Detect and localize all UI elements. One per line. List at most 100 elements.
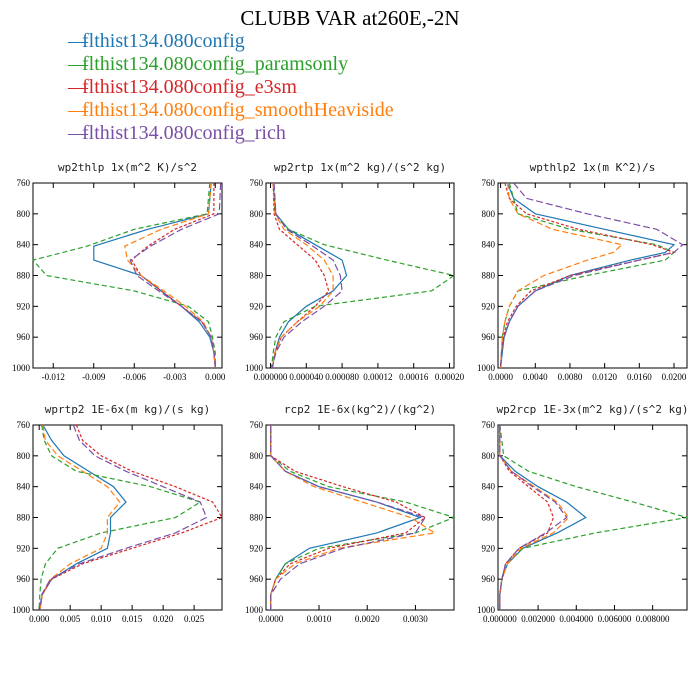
series-line	[270, 182, 456, 369]
y-tick-label: 800	[482, 451, 496, 461]
series-line	[38, 424, 202, 611]
plot-frame	[32, 182, 223, 369]
x-tick-label: 0.0020	[355, 614, 380, 624]
series-line	[129, 182, 222, 369]
y-tick-label: 920	[17, 543, 31, 553]
legend-entry: —flthist134.080config_rich	[68, 122, 394, 145]
x-tick-label: -0.003	[163, 372, 187, 382]
series-line	[124, 182, 216, 369]
legend-label: flthist134.080config_rich	[82, 122, 286, 144]
y-tick-label: 760	[17, 178, 31, 188]
x-tick-label: -0.006	[123, 372, 147, 382]
y-tick-label: 880	[482, 513, 496, 523]
y-tick-label: 1000	[12, 605, 31, 615]
plot-frame	[265, 424, 455, 611]
y-tick-label: 920	[482, 543, 496, 553]
y-tick-label: 840	[482, 240, 496, 250]
y-tick-label: 880	[17, 513, 31, 523]
x-tick-label: 0.006000	[598, 614, 632, 624]
y-tick-label: 840	[482, 482, 496, 492]
subplot: wp2rcp 1E-3x(m^2 kg)/(s^2 kg)760 800 840 88…	[477, 403, 689, 624]
y-tick-label: 960	[17, 332, 31, 342]
series-line	[39, 424, 127, 611]
legend-label: flthist134.080config_e3sm	[82, 76, 297, 98]
series-line	[93, 182, 216, 369]
y-tick-label: 840	[17, 240, 31, 250]
y-tick-label: 800	[482, 209, 496, 219]
x-tick-label: 0.000	[29, 614, 50, 624]
legend-entry: —flthist134.080config_e3sm	[68, 76, 394, 99]
series-line	[39, 424, 223, 611]
plot-frame	[265, 182, 455, 369]
series-line	[499, 425, 587, 610]
series-line	[271, 182, 348, 369]
y-tick-label: 760	[17, 420, 31, 430]
x-tick-label: 0.00020	[435, 372, 465, 382]
x-tick-label: 0.000080	[325, 372, 359, 382]
legend-entry: —flthist134.080config_paramsonly	[68, 53, 394, 76]
y-tick-label: 840	[17, 482, 31, 492]
y-tick-label: 760	[482, 178, 496, 188]
subplot-title: rcp2 1E-6x(kg^2)/(kg^2)	[284, 403, 436, 416]
y-tick-label: 1000	[245, 363, 264, 373]
legend: —flthist134.080config —flthist134.080con…	[68, 30, 394, 145]
x-tick-label: 0.0080	[558, 372, 583, 382]
series-line	[499, 425, 568, 610]
x-tick-label: 0.015	[122, 614, 143, 624]
subplot: wprtp2 1E-6x(m kg)/(s kg) 760 800 840 880 920…	[12, 403, 223, 624]
y-tick-label: 760	[250, 420, 264, 430]
x-tick-label: 0.0200	[662, 372, 687, 382]
y-tick-label: 800	[250, 209, 264, 219]
series-line	[270, 425, 423, 610]
x-tick-label: 0.0040	[523, 372, 548, 382]
legend-entry: —flthist134.080config_smoothHeaviside	[68, 99, 394, 122]
y-tick-label: 880	[17, 271, 31, 281]
y-tick-label: 920	[250, 301, 264, 311]
x-tick-label: 0.000	[205, 372, 226, 382]
y-tick-label: 920	[250, 543, 264, 553]
y-tick-label: 800	[17, 451, 31, 461]
x-tick-label: 0.000000	[483, 614, 517, 624]
y-tick-label: 1000	[245, 605, 264, 615]
x-tick-label: 0.020	[153, 614, 174, 624]
x-tick-label: 0.004000	[559, 614, 593, 624]
subplot: wp2rtp 1x(m^2 kg)/(s^2 kg) 760 800 840 880 92…	[245, 161, 465, 382]
series-line	[271, 182, 330, 369]
legend-label: flthist134.080config_smoothHeaviside	[82, 99, 394, 121]
x-tick-label: 0.0000	[258, 614, 283, 624]
series-line	[270, 425, 427, 610]
y-tick-label: 840	[250, 240, 264, 250]
figure-title: CLUBB VAR at260E,-2N	[240, 6, 460, 30]
series-line	[500, 182, 676, 369]
y-tick-label: 960	[250, 574, 264, 584]
subplot-title: wp2rtp 1x(m^2 kg)/(s^2 kg)	[274, 161, 446, 174]
series-line	[499, 425, 570, 610]
x-tick-label: 0.002000	[521, 614, 555, 624]
subplot: wp2thlp 1x(m^2 K)/s^2 760 800 840 880 920 960 1…	[12, 161, 226, 382]
series-line	[499, 424, 688, 610]
y-tick-label: 1000	[477, 605, 496, 615]
x-tick-label: 0.0160	[627, 372, 652, 382]
series-line	[39, 424, 121, 611]
subplot-title: wprtp2 1E-6x(m kg)/(s kg)	[45, 403, 211, 416]
y-tick-label: 960	[250, 332, 264, 342]
y-tick-label: 800	[250, 451, 264, 461]
plot-frame	[497, 182, 688, 369]
series-line	[270, 425, 437, 610]
x-tick-label: 0.0000	[488, 372, 513, 382]
x-tick-label: 0.00012	[363, 372, 392, 382]
y-tick-label: 760	[250, 178, 264, 188]
x-tick-label: 0.010	[91, 614, 112, 624]
y-tick-label: 840	[250, 482, 264, 492]
y-tick-label: 800	[17, 209, 31, 219]
y-tick-label: 960	[17, 574, 31, 584]
subplot: rcp2 1E-6x(kg^2)/(kg^2) 760 800 840 880 920 96…	[245, 403, 456, 624]
x-tick-label: 0.005	[60, 614, 81, 624]
subplot-title: wp2rcp 1E-3x(m^2 kg)/(s^2 kg)	[496, 403, 688, 416]
x-tick-label: 0.000000	[254, 372, 288, 382]
x-tick-label: 0.0030	[403, 614, 428, 624]
y-tick-label: 1000	[12, 363, 31, 373]
x-tick-label: 0.008000	[636, 614, 670, 624]
series-line	[130, 183, 216, 369]
